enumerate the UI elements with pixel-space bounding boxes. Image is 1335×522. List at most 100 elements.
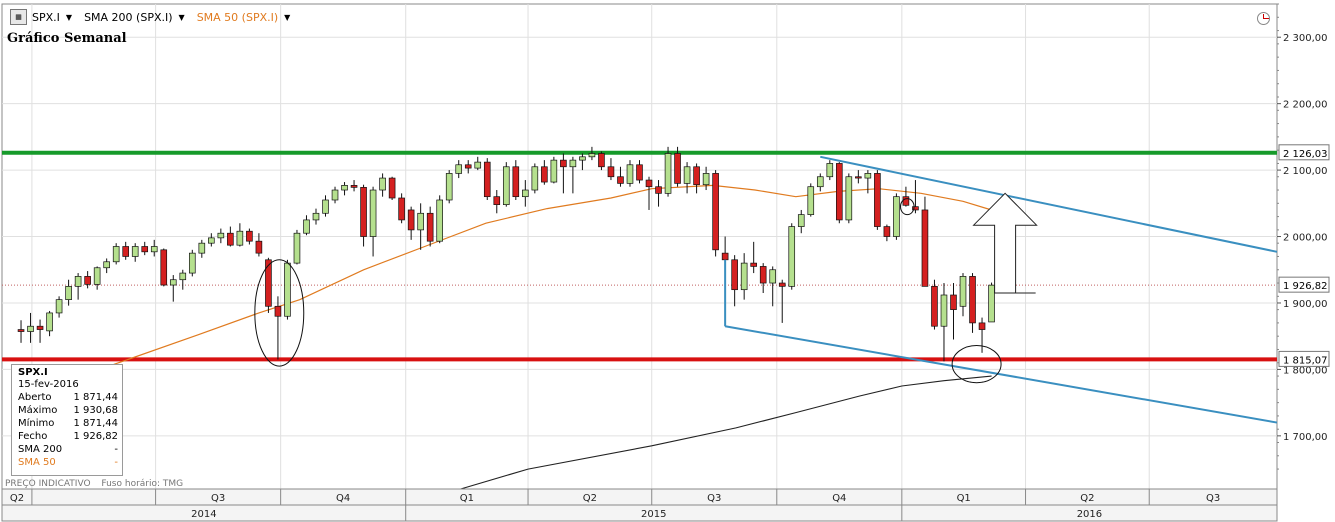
candle [312,208,320,225]
y-tick-label: 2 200,00 [1283,100,1328,111]
symbol-selector[interactable]: SPX.I [32,10,60,24]
candle [588,146,596,161]
chevron-down-icon[interactable]: ▼ [65,12,73,22]
candle [655,180,662,207]
candle-body [959,276,967,307]
candle [417,203,424,250]
quarter-label: Q3 [1206,493,1220,504]
candle-body [474,161,482,169]
candle-body [740,262,748,291]
candle-body [483,161,491,198]
quarter-label: Q2 [10,493,24,504]
chevron-down-icon[interactable]: ▼ [284,12,291,22]
candle-body [645,179,653,188]
candle-body [27,325,34,332]
footer-note: PREÇO INDICATIVO Fuso horário: TMG [5,479,191,489]
candle-body [588,153,596,158]
candle-body [702,173,710,186]
candle-body [693,166,700,186]
candle [255,233,263,257]
candle-body [674,153,681,184]
candle-body [893,196,900,237]
candle [65,279,72,306]
quarter-label: Q1 [957,493,971,504]
candle [731,255,738,307]
info-symbol: SPX.I [18,367,48,378]
sma200-line [438,375,992,497]
info-value: 1 871,44 [73,418,118,429]
year-label: 2014 [191,509,216,520]
candle-body [940,294,948,327]
year-label: 2016 [1077,509,1102,520]
candle-body [921,209,929,287]
quarter-label: Q4 [336,493,350,504]
candle [322,195,329,217]
candle-body [969,276,976,324]
candle [379,173,386,197]
candle-body [227,232,234,246]
candle-body [502,166,510,205]
candle-body [531,166,539,191]
candle-body [55,299,63,314]
candle-body [883,226,891,237]
candle [17,320,25,343]
candle [150,239,158,257]
candle [236,223,244,247]
candle-body [93,267,101,285]
candle-body [617,176,624,184]
candle-body [322,199,329,214]
ellipse-dec-2015 [899,198,915,216]
candle [617,166,624,187]
candle-body [712,173,719,251]
candle [912,180,919,214]
candle [883,224,891,242]
chart-settings-icon[interactable]: ▦ [10,9,27,25]
candle-body [864,173,872,179]
candle-body [341,185,348,191]
candle-body [550,159,558,183]
candle [740,253,748,300]
candle [46,310,53,337]
candle-body [103,261,110,269]
candle-body [179,272,187,281]
info-value: - [114,444,118,455]
candle-body [426,212,434,242]
candle [693,163,700,194]
candle-body [36,325,44,330]
candle [455,160,463,179]
sma50-selector[interactable]: SMA 50 (SPX.I) [196,10,279,24]
candle-body [750,262,757,267]
clock-icon[interactable] [1257,12,1270,25]
candle-body [293,232,301,264]
candle [436,195,443,244]
info-label: Mínimo [18,418,55,429]
candle-body [122,246,129,257]
candle [940,283,948,362]
candle-body [912,206,919,211]
candle-body [493,196,501,205]
candle [769,266,777,307]
candle [84,271,91,289]
candle-body [626,164,634,184]
candle [864,170,872,194]
candle [27,312,34,343]
candle-body [388,177,396,199]
quarter-label: Q4 [832,493,846,504]
candle-body [759,266,767,284]
candle [645,176,653,210]
trendline-channel-upper [820,155,1278,253]
candle [807,183,815,217]
candle [208,233,215,247]
candle-body [455,164,463,174]
quarter-label: Q3 [707,493,721,504]
candle-body [778,282,786,287]
candle-body [350,185,358,188]
info-row-low: Mínimo 1 871,44 [18,417,118,430]
candle [502,162,510,207]
candle-body [198,242,206,254]
sma200-selector[interactable]: SMA 200 (SPX.I) [84,10,173,24]
candle-body [246,230,253,242]
candle-body [988,284,995,323]
chevron-down-icon[interactable]: ▼ [178,12,185,22]
